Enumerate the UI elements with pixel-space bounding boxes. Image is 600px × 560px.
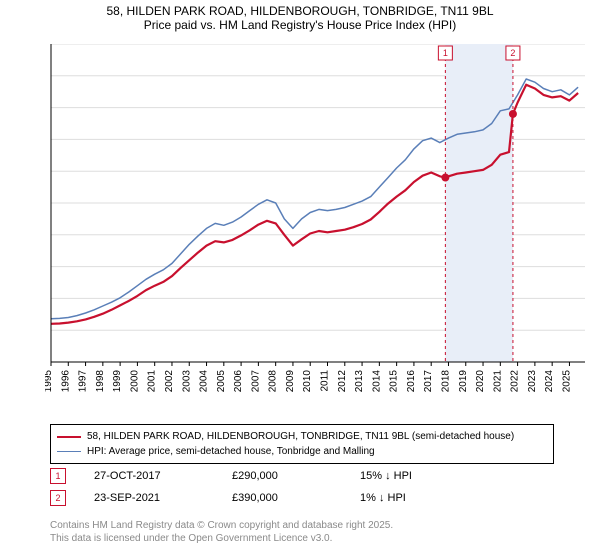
marker-pct-2: 1% ↓ HPI — [360, 492, 470, 504]
svg-text:2001: 2001 — [147, 370, 158, 393]
marker-badge-1: 1 — [50, 468, 66, 484]
chart-container: 58, HILDEN PARK ROAD, HILDENBOROUGH, TON… — [0, 0, 600, 560]
legend-swatch-hpi — [57, 451, 81, 452]
svg-text:2009: 2009 — [285, 370, 296, 393]
attribution: Contains HM Land Registry data © Crown c… — [50, 520, 393, 545]
legend: 58, HILDEN PARK ROAD, HILDENBOROUGH, TON… — [50, 424, 554, 464]
svg-text:2003: 2003 — [181, 370, 192, 393]
svg-text:2012: 2012 — [337, 370, 348, 393]
svg-text:2024: 2024 — [544, 370, 555, 393]
svg-text:1999: 1999 — [112, 370, 123, 393]
svg-text:2015: 2015 — [389, 370, 400, 393]
legend-swatch-property — [57, 436, 81, 438]
svg-text:2010: 2010 — [302, 370, 313, 393]
svg-text:1: 1 — [443, 48, 448, 58]
svg-text:2021: 2021 — [492, 370, 503, 393]
legend-label-hpi: HPI: Average price, semi-detached house,… — [87, 444, 375, 459]
svg-text:1997: 1997 — [78, 370, 89, 393]
svg-text:2007: 2007 — [250, 370, 261, 393]
marker-table: 1 27-OCT-2017 £290,000 15% ↓ HPI 2 23-SE… — [50, 465, 540, 509]
svg-text:1995: 1995 — [45, 370, 54, 393]
svg-text:2002: 2002 — [164, 370, 175, 393]
svg-text:2: 2 — [510, 48, 515, 58]
svg-text:2017: 2017 — [423, 370, 434, 393]
legend-row-hpi: HPI: Average price, semi-detached house,… — [57, 444, 547, 459]
svg-text:2000: 2000 — [129, 370, 140, 393]
marker-date-1: 27-OCT-2017 — [94, 470, 204, 482]
svg-text:2004: 2004 — [199, 370, 210, 393]
attribution-line2: This data is licensed under the Open Gov… — [50, 533, 393, 546]
svg-text:2023: 2023 — [527, 370, 538, 393]
svg-text:2016: 2016 — [406, 370, 417, 393]
marker-badge-2: 2 — [50, 490, 66, 506]
marker-pct-1: 15% ↓ HPI — [360, 470, 470, 482]
marker-price-2: £390,000 — [232, 492, 332, 504]
svg-text:1998: 1998 — [95, 370, 106, 393]
svg-text:2008: 2008 — [268, 370, 279, 393]
legend-row-property: 58, HILDEN PARK ROAD, HILDENBOROUGH, TON… — [57, 429, 547, 444]
svg-text:2020: 2020 — [475, 370, 486, 393]
marker-row-2: 2 23-SEP-2021 £390,000 1% ↓ HPI — [50, 487, 540, 509]
svg-text:2014: 2014 — [371, 370, 382, 393]
svg-text:2005: 2005 — [216, 370, 227, 393]
title-subtitle: Price paid vs. HM Land Registry's House … — [0, 18, 600, 32]
legend-label-property: 58, HILDEN PARK ROAD, HILDENBOROUGH, TON… — [87, 429, 514, 444]
svg-text:1996: 1996 — [60, 370, 71, 393]
chart-title: 58, HILDEN PARK ROAD, HILDENBOROUGH, TON… — [0, 0, 600, 33]
svg-text:2019: 2019 — [458, 370, 469, 393]
title-address: 58, HILDEN PARK ROAD, HILDENBOROUGH, TON… — [0, 4, 600, 18]
marker-price-1: £290,000 — [232, 470, 332, 482]
chart-svg: 12 £0£50K£100K£150K£200K£250K£300K£350K£… — [45, 44, 585, 406]
svg-text:2006: 2006 — [233, 370, 244, 393]
svg-text:2025: 2025 — [561, 370, 572, 393]
svg-text:2013: 2013 — [354, 370, 365, 393]
attribution-line1: Contains HM Land Registry data © Crown c… — [50, 520, 393, 533]
marker-row-1: 1 27-OCT-2017 £290,000 15% ↓ HPI — [50, 465, 540, 487]
marker-date-2: 23-SEP-2021 — [94, 492, 204, 504]
svg-text:2022: 2022 — [510, 370, 521, 393]
svg-text:2011: 2011 — [320, 370, 331, 392]
svg-text:2018: 2018 — [440, 370, 451, 393]
